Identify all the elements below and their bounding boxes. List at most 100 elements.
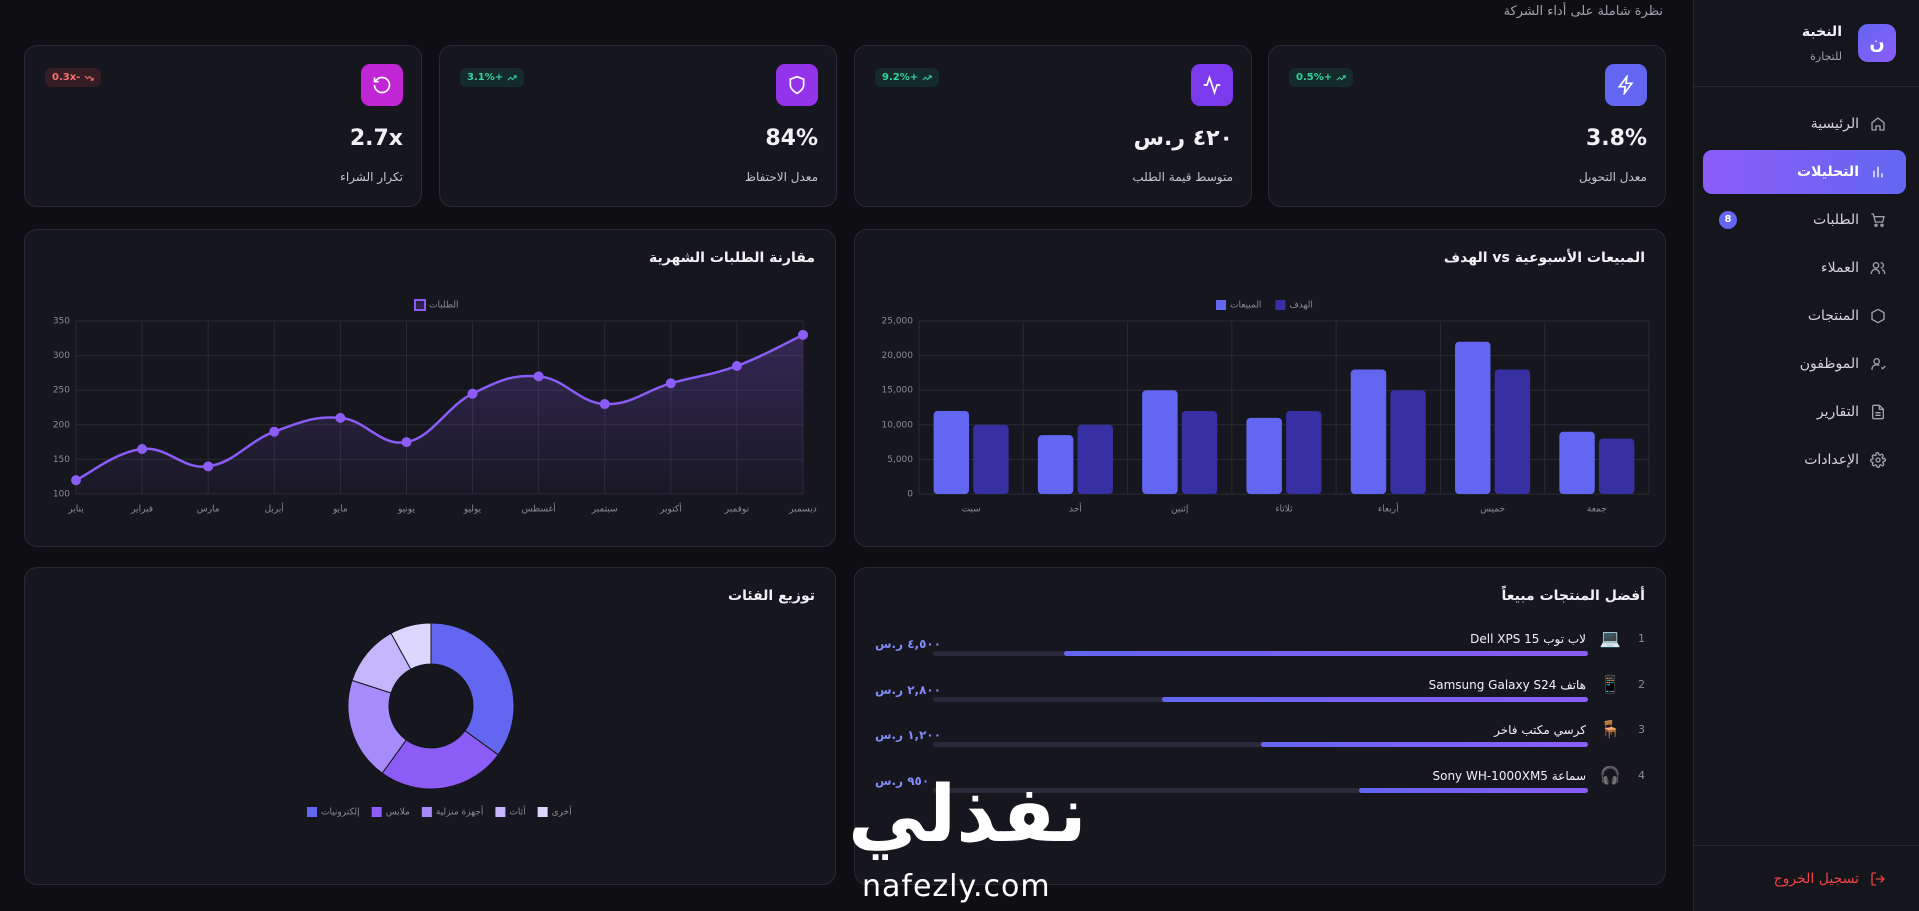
x-tick-label: سبت: [962, 505, 981, 515]
divider: [1694, 86, 1919, 87]
logout-button[interactable]: تسجيل الخروج: [1703, 861, 1906, 897]
x-tick-label: سبتمبر: [591, 505, 618, 515]
progress-track: [933, 787, 1588, 793]
kpi-icon: [1605, 64, 1647, 106]
chart-card: توزيع الفئات إلكترونيات ملابس أجهزة منزلية أ…: [24, 567, 836, 885]
divider: [1694, 845, 1919, 846]
product-price: ٤,٥٠٠ ر.س: [875, 637, 942, 651]
kpi-icon: [776, 64, 818, 106]
point: [599, 399, 610, 410]
y-tick-label: 25,000: [882, 317, 914, 327]
progress-fill: [1358, 787, 1588, 793]
kpi-icon-glyph: [1617, 75, 1634, 95]
product-icon: 💻: [1599, 629, 1621, 649]
product-price: ١,٢٠٠ ر.س: [875, 728, 942, 742]
point: [71, 475, 81, 486]
y-tick-label: 250: [53, 386, 70, 396]
chart: الطلبات 100 150 200 250 300 350 يناير فبراير مارس…: [53, 299, 817, 515]
product-rank: 1: [1638, 632, 1645, 645]
progress-track: [933, 742, 1588, 747]
point: [335, 412, 346, 423]
x-tick-label: أحد: [1069, 503, 1082, 515]
product-price: ٩٥٠ ر.س: [875, 773, 930, 788]
product-row: 2 📱 هاتف Samsung Galaxy S24 ٢,٨٠٠ ر.س: [855, 675, 1665, 718]
nav-label: التقارير: [1816, 404, 1859, 420]
kpi-card: +0.5% 3.8% معدل التحويل: [1268, 45, 1666, 207]
area: [76, 334, 803, 494]
trend-icon: [922, 74, 932, 80]
x-tick-label: نوفمبر: [724, 505, 749, 515]
kpi-value: 3.8%: [1585, 126, 1647, 151]
point: [269, 426, 280, 437]
y-tick-label: 5,000: [887, 455, 913, 465]
x-tick-label: جمعة: [1587, 505, 1607, 515]
y-tick-label: 150: [53, 455, 70, 465]
logout-label: تسجيل الخروج: [1773, 871, 1859, 887]
y-tick-label: 20,000: [882, 351, 914, 361]
product-row: 1 💻 لاب توب Dell XPS 15 ٤,٥٠٠ ر.س: [855, 629, 1665, 672]
bar: [1350, 369, 1387, 494]
brand-tagline: للتجارة: [1810, 50, 1842, 63]
bar: [1037, 435, 1074, 494]
trend-icon: [84, 75, 95, 81]
nav-label: الإعدادات: [1804, 452, 1859, 468]
y-tick-label: 10,000: [882, 420, 914, 430]
kpi-label: متوسط قيمة الطلب: [1132, 170, 1233, 184]
kpi-card: +3.1% 84% معدل الاحتفاظ: [439, 45, 837, 207]
y-tick-label: 0: [907, 490, 913, 500]
nav-item[interactable]: الموظفون: [1703, 342, 1906, 386]
chart-title: مقارنة الطلبات الشهرية: [648, 250, 815, 266]
logo: ن: [1858, 24, 1896, 62]
nav-item[interactable]: التقارير: [1703, 390, 1906, 434]
bar: [1494, 369, 1531, 494]
nav-item[interactable]: المنتجات: [1703, 294, 1906, 338]
product-name: سماعة Sony WH-1000XM5: [1432, 768, 1586, 783]
legend-label: الطلبات: [429, 301, 459, 311]
point: [137, 444, 148, 455]
watermark-brand: نفذلي: [848, 770, 1087, 860]
point: [401, 437, 412, 448]
chart: إلكترونيات ملابس أجهزة منزلية أثاث أخرى: [307, 622, 572, 818]
kpi-value: 84%: [765, 126, 818, 151]
kpi-change: +9.2%: [882, 72, 919, 83]
x-tick-label: يناير: [67, 505, 84, 515]
y-tick-label: 300: [53, 351, 70, 361]
product-rank: 3: [1638, 723, 1645, 736]
logout-icon: [1871, 872, 1885, 886]
legend-swatch: [421, 807, 432, 817]
legend-label: أجهزة منزلية: [436, 806, 484, 818]
kpi-value: 2.7x: [349, 126, 403, 151]
nav-item[interactable]: التحليلات: [1703, 150, 1906, 194]
legend-label: الهدف: [1289, 301, 1312, 311]
kpi-label: معدل الاحتفاظ: [744, 170, 818, 184]
bar: [1246, 417, 1282, 494]
brand-name: النخبة: [1801, 24, 1842, 40]
trend-icon: [507, 74, 517, 80]
trend-icon: [1336, 74, 1346, 80]
nav-item[interactable]: الرئيسية: [1703, 102, 1906, 146]
x-tick-label: أربعاء: [1378, 503, 1399, 515]
nav-item[interactable]: العملاء: [1703, 246, 1906, 290]
donut-slice: [381, 729, 499, 790]
product-name: هاتف Samsung Galaxy S24: [1428, 677, 1586, 692]
point: [798, 329, 808, 340]
bar: [1390, 390, 1426, 494]
point: [533, 371, 544, 382]
nav-label: المنتجات: [1807, 308, 1859, 324]
kpi-card: +9.2% ٤٢٠ ر.س متوسط قيمة الطلب: [854, 45, 1252, 207]
nav-item[interactable]: الإعدادات: [1703, 438, 1906, 482]
nav-icon: [1870, 262, 1886, 274]
product-rank: 2: [1638, 677, 1645, 691]
nav-item[interactable]: الطلبات 8: [1703, 198, 1906, 242]
kpi-change: +3.1%: [467, 72, 504, 83]
nav-label: العملاء: [1821, 260, 1859, 276]
bar: [973, 424, 1009, 494]
legend-swatch: [371, 807, 382, 817]
legend-label: ملابس: [386, 808, 410, 818]
x-tick-label: إثنين: [1171, 505, 1188, 515]
legend-swatch: [414, 299, 426, 311]
legend-label: أخرى: [552, 806, 572, 818]
nav-icon: [1872, 404, 1884, 420]
x-tick-label: يونيو: [397, 505, 416, 515]
